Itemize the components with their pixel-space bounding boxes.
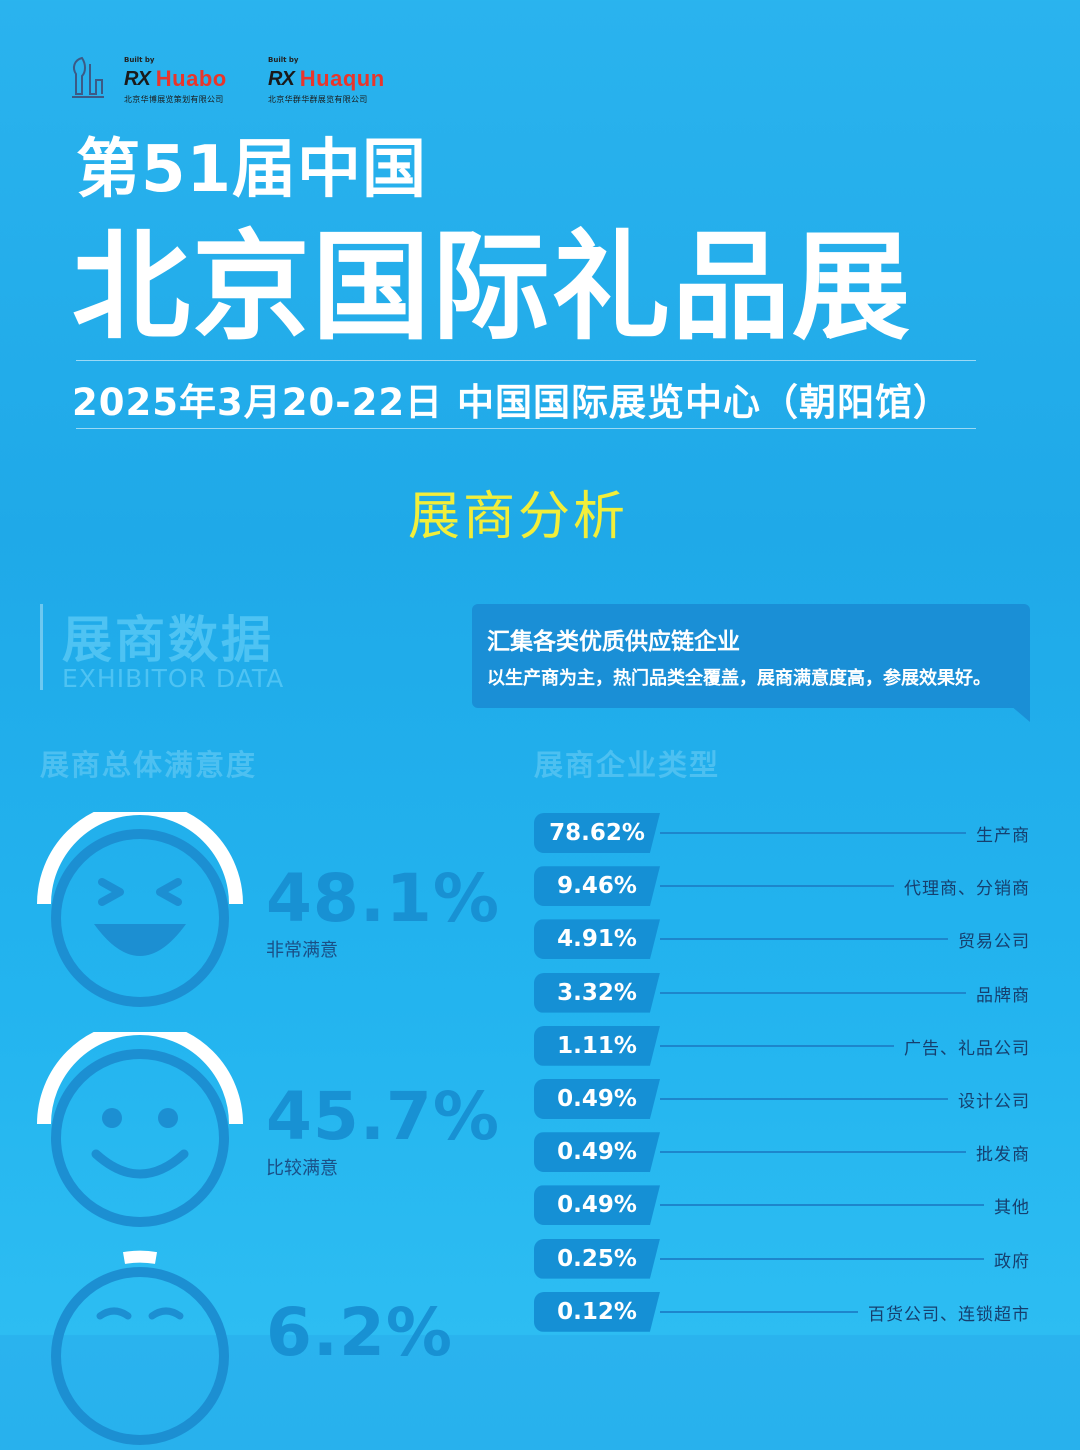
company-type-row: 0.25% 政府 [534,1238,1030,1279]
date-venue: 2025年3月20-22日 中国国际展览中心（朝阳馆） [72,381,951,424]
fairly-satisfied-percent: 45.7% [266,1078,500,1155]
laughing-face-icon [36,801,244,1012]
company-type-value: 0.49% [534,1132,660,1173]
very-satisfied-percent: 48.1% [266,860,500,937]
neutral-percent: 6.2% [266,1294,454,1371]
heading-bar [40,604,43,690]
section-title: 展商分析 [407,487,628,547]
leader-line [660,832,966,834]
company-type-value: 78.62% [534,813,660,853]
exhibitor-heading: 展商数据 [62,611,274,669]
company-type-value: 4.91% [534,919,660,960]
company-type-row: 0.12% 百货公司、连锁超市 [534,1291,1030,1332]
fairly-satisfied-label: 比较满意 [266,1158,338,1179]
divider [76,360,976,361]
company-type-value: 0.25% [534,1238,660,1279]
callout-tail [1004,700,1030,722]
company-type-label: 贸易公司 [958,932,1030,953]
huabo-company: 北京华博展览策划有限公司 [124,95,224,104]
company-type-row: 4.91% 贸易公司 [534,919,1030,960]
leader-line [660,1204,984,1207]
company-type-label: 代理商、分销商 [904,879,1030,900]
huabo-name: Huabo [155,66,227,91]
divider [76,428,976,429]
edition-title: 第51届中国 [76,133,428,207]
company-type-value: 0.49% [534,1185,660,1226]
callout-body: 以生产商为主，热门品类全覆盖，展商满意度高，参展效果好。 [487,668,991,689]
company-type-row: 0.49% 其他 [534,1185,1030,1226]
built-by-label: Built by [124,56,155,64]
company-type-label: 批发商 [976,1145,1030,1166]
built-by-label: Built by [268,56,299,64]
company-type-label: 其他 [994,1198,1030,1219]
company-type-heading: 展商企业类型 [534,748,721,782]
company-type-label: 品牌商 [976,985,1030,1006]
smiling-face-icon [36,1021,244,1232]
company-type-value: 0.49% [534,1079,660,1119]
company-type-row: 1.11% 广告、礼品公司 [534,1025,1030,1066]
company-type-value: 3.32% [534,972,660,1013]
satisfaction-heading: 展商总体满意度 [40,748,258,782]
leader-line [660,1098,948,1100]
company-type-row: 0.49% 设计公司 [534,1079,1030,1119]
huaqun-logo: Built by RX Huaqun 北京华群华群展览有限公司 [268,56,385,104]
company-type-value: 9.46% [534,866,660,907]
leader-line [660,1257,984,1260]
neutral-face-icon [36,1246,244,1446]
company-type-label: 百货公司、连锁超市 [868,1304,1030,1325]
callout-box [472,604,1030,708]
leader-line [660,1151,966,1154]
leader-line [660,938,948,941]
company-type-label: 设计公司 [958,1092,1030,1112]
company-type-row: 9.46% 代理商、分销商 [534,866,1030,907]
very-satisfied-label: 非常满意 [266,940,338,961]
page-title: 北京国际礼品展 [72,218,913,356]
rx-mark: RX [124,67,151,90]
rx-mark: RX [268,67,295,90]
leader-line [660,991,966,994]
company-type-value: 0.12% [534,1291,660,1332]
company-type-row: 0.49% 批发商 [534,1132,1030,1173]
leader-line [660,1044,894,1047]
leader-line [660,1310,858,1313]
company-type-label: 政府 [994,1251,1030,1272]
gift-fair-logo-icon [68,54,108,104]
leader-line [660,885,894,888]
huabo-logo: Built by RX Huabo 北京华博展览策划有限公司 [124,56,227,104]
company-type-value: 1.11% [534,1025,660,1066]
company-type-row: 78.62% 生产商 [534,813,1030,853]
huaqun-company: 北京华群华群展览有限公司 [268,95,368,104]
company-type-row: 3.32% 品牌商 [534,972,1030,1013]
company-type-label: 广告、礼品公司 [904,1038,1030,1059]
huaqun-name: Huaqun [299,66,385,91]
exhibitor-heading-en: EXHIBITOR DATA [62,664,285,693]
company-type-label: 生产商 [976,826,1030,846]
callout-headline: 汇集各类优质供应链企业 [487,629,740,655]
